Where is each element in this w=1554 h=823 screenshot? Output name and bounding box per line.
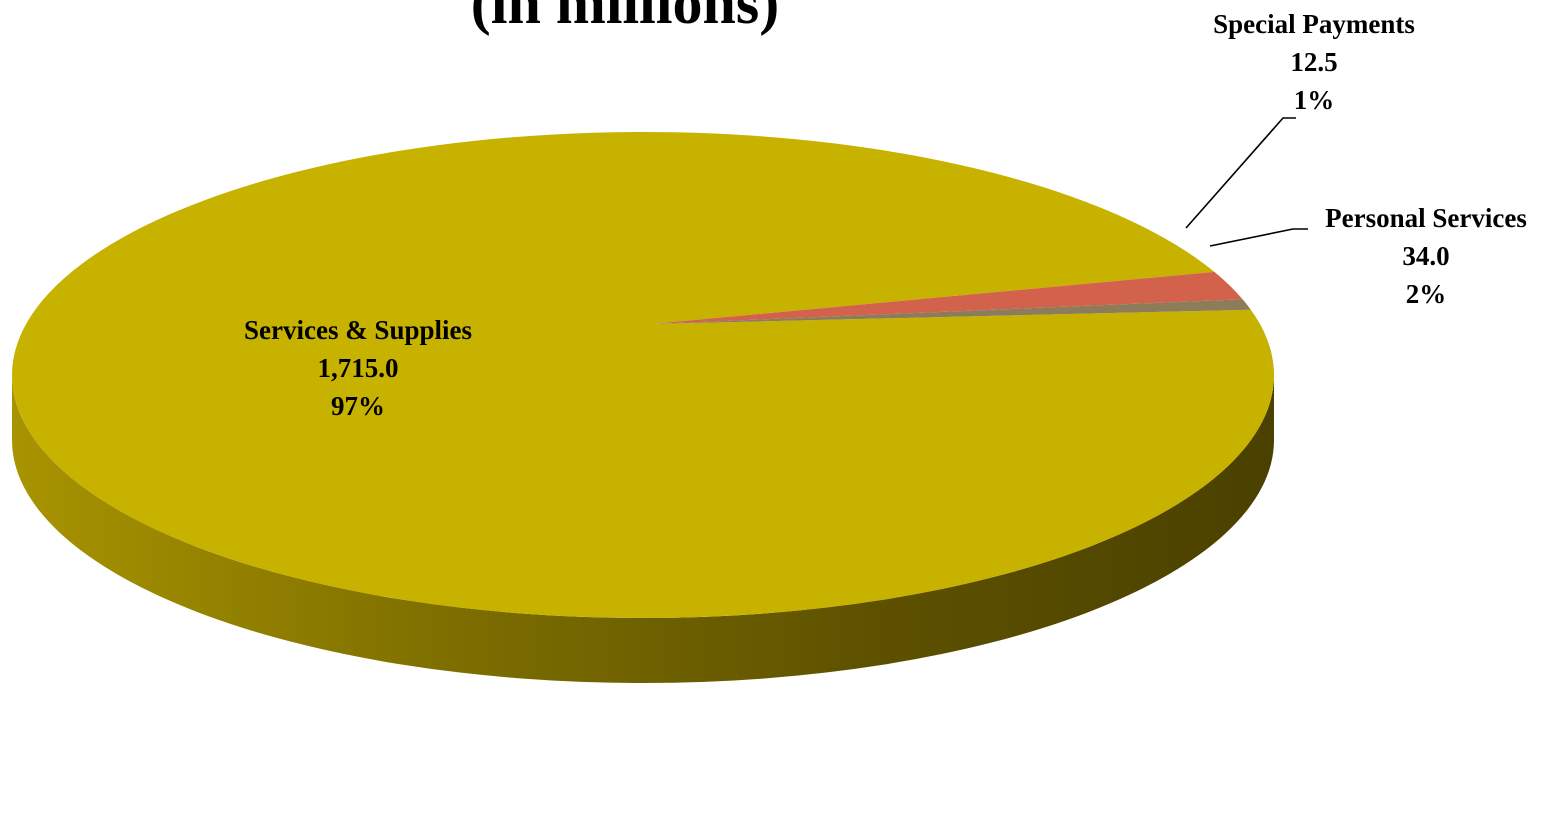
pie-side-wall	[12, 375, 1274, 683]
slice-percent-services-supplies: 97%	[331, 391, 385, 421]
pie-slice-personal-services	[651, 271, 1243, 324]
leader-lines	[1185, 117, 1308, 247]
slice-percent-special-payments: 1%	[1294, 85, 1335, 115]
slice-percent-personal-services: 2%	[1406, 279, 1447, 309]
slice-name-personal-services: Personal Services	[1325, 203, 1527, 233]
pie-slices	[12, 132, 1275, 619]
slice-value-services-supplies: 1,715.0	[318, 353, 399, 383]
slice-value-special-payments: 12.5	[1290, 47, 1337, 77]
chart-title: (in millions)	[471, 0, 779, 36]
slice-value-personal-services: 34.0	[1402, 241, 1449, 271]
leader-line-special-payments	[1185, 117, 1296, 229]
leader-line-personal-services	[1209, 228, 1308, 247]
slice-label-special-payments: Special Payments 12.5 1%	[1213, 9, 1415, 115]
pie-side	[12, 375, 1274, 683]
slice-name-special-payments: Special Payments	[1213, 9, 1415, 39]
pie-slice-special-payments	[651, 299, 1251, 324]
slice-label-personal-services: Personal Services 34.0 2%	[1325, 203, 1527, 309]
slice-label-services-supplies: Services & Supplies 1,715.0 97%	[244, 315, 472, 421]
slice-name-services-supplies: Services & Supplies	[244, 315, 472, 345]
pie-slice-services-supplies	[12, 132, 1275, 619]
